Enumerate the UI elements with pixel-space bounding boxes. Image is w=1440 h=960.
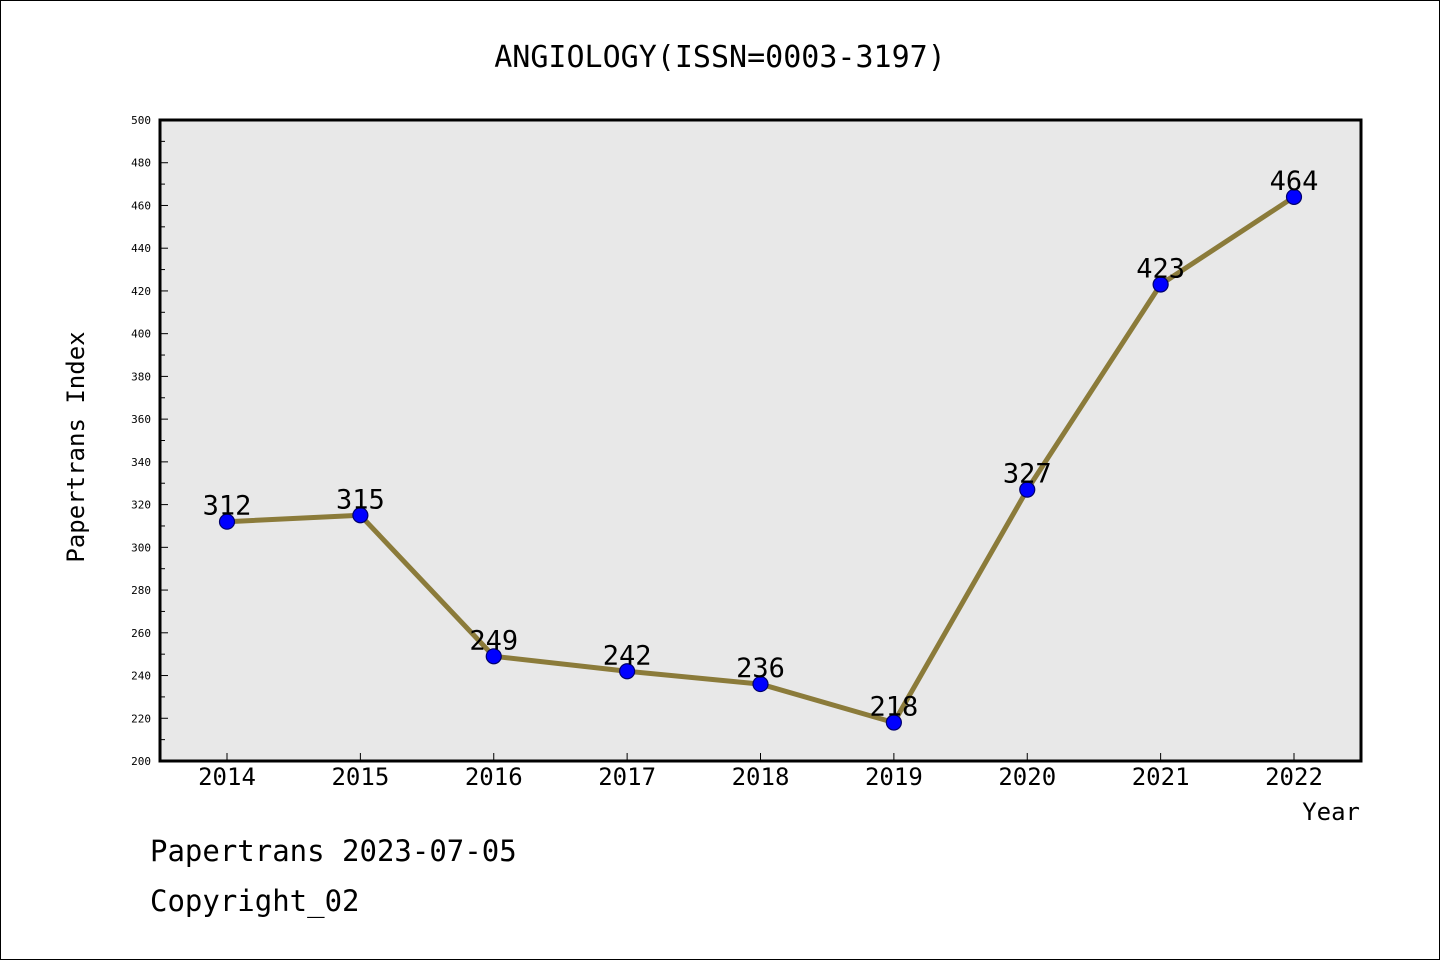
y-tick-label: 240 (131, 670, 151, 683)
x-tick-label: 2021 (1132, 763, 1190, 791)
x-axis-label: Year (1302, 798, 1360, 826)
data-label: 315 (336, 484, 385, 515)
data-label: 236 (736, 653, 785, 684)
data-label: 327 (1003, 459, 1052, 490)
y-tick-label: 440 (131, 242, 151, 255)
data-point (485, 648, 502, 665)
data-point (1019, 481, 1036, 498)
y-tick-label: 400 (131, 328, 151, 341)
data-label: 218 (869, 692, 918, 723)
data-label: 242 (603, 640, 652, 671)
footer-copyright: Copyright_02 (150, 884, 360, 918)
x-tick-label: 2019 (865, 763, 923, 791)
y-tick-label: 280 (131, 584, 151, 597)
y-tick-label: 420 (131, 285, 151, 298)
data-label: 312 (203, 491, 252, 522)
y-tick-label: 500 (131, 114, 151, 127)
data-point (1152, 276, 1169, 293)
y-tick-label: 360 (131, 413, 151, 426)
y-tick-label: 340 (131, 456, 151, 469)
footer-date: Papertrans 2023-07-05 (150, 834, 517, 868)
y-axis-label: Papertrans Index (62, 331, 90, 562)
x-tick-label: 2015 (331, 763, 389, 791)
data-label: 464 (1270, 166, 1319, 197)
y-tick-label: 380 (131, 370, 151, 383)
y-tick-label: 260 (131, 627, 151, 640)
x-tick-label: 2016 (465, 763, 523, 791)
x-tick-label: 2014 (198, 763, 256, 791)
data-point (619, 663, 636, 680)
y-tick-label: 200 (131, 755, 151, 768)
x-tick-label: 2022 (1265, 763, 1323, 791)
data-point (752, 675, 769, 693)
x-tick-label: 2018 (732, 763, 790, 791)
x-tick-label: 2017 (598, 763, 656, 791)
series-group: 312 315 249 242 236 218 327 423 464 (203, 166, 1319, 731)
y-tick-label: 460 (131, 199, 151, 212)
y-tick-label: 480 (131, 157, 151, 170)
y-tick-label: 300 (131, 541, 151, 554)
x-axis: 2014 2015 2016 2017 2018 2019 2020 2021 2022 (198, 753, 1323, 791)
data-point (885, 714, 902, 731)
y-axis: 200 220 240 260 280 300 320 340 360 380 400 420 440 4… (131, 114, 168, 768)
data-point (218, 513, 236, 530)
data-point (352, 507, 369, 524)
chart-title: ANGIOLOGY(ISSN=0003-3197) (494, 40, 946, 75)
y-tick-label: 220 (131, 712, 151, 725)
data-label: 423 (1136, 254, 1185, 285)
data-point (1285, 188, 1303, 206)
data-label: 249 (469, 625, 518, 656)
y-tick-label: 320 (131, 499, 151, 512)
x-tick-label: 2020 (998, 763, 1056, 791)
plot-area (158, 118, 1363, 763)
